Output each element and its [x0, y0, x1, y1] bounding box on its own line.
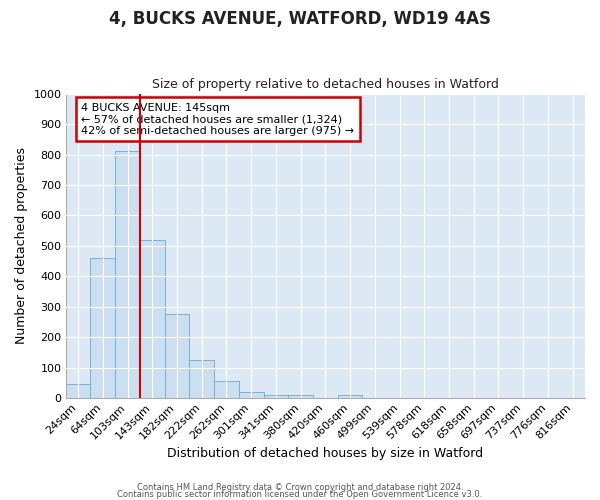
Bar	[214, 380, 239, 398]
Bar	[164, 314, 190, 398]
Bar	[190, 360, 214, 399]
Text: 4 BUCKS AVENUE: 145sqm
← 57% of detached houses are smaller (1,324)
42% of semi-: 4 BUCKS AVENUE: 145sqm ← 57% of detached…	[82, 102, 355, 136]
Y-axis label: Number of detached properties: Number of detached properties	[15, 148, 28, 344]
Bar	[239, 392, 263, 398]
Bar	[91, 258, 115, 398]
Text: Contains public sector information licensed under the Open Government Licence v3: Contains public sector information licen…	[118, 490, 482, 499]
Bar	[263, 396, 288, 398]
Bar	[338, 396, 362, 398]
Bar	[66, 384, 91, 398]
Title: Size of property relative to detached houses in Watford: Size of property relative to detached ho…	[152, 78, 499, 91]
Bar	[140, 240, 164, 398]
Text: Contains HM Land Registry data © Crown copyright and database right 2024.: Contains HM Land Registry data © Crown c…	[137, 484, 463, 492]
Text: 4, BUCKS AVENUE, WATFORD, WD19 4AS: 4, BUCKS AVENUE, WATFORD, WD19 4AS	[109, 10, 491, 28]
Bar	[288, 394, 313, 398]
X-axis label: Distribution of detached houses by size in Watford: Distribution of detached houses by size …	[167, 447, 484, 460]
Bar	[115, 152, 140, 398]
